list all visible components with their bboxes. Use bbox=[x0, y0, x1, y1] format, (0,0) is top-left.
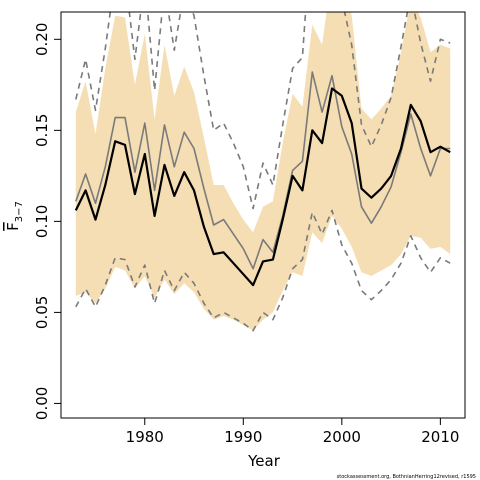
y-tick-label: 0.10 bbox=[33, 205, 51, 238]
y-tick-label: 0.05 bbox=[33, 296, 51, 329]
lower-dashed-line bbox=[75, 209, 451, 332]
confidence-band-layer bbox=[75, 12, 451, 331]
x-tick-label: 2010 bbox=[421, 428, 459, 446]
y-axis: 0.00 0.05 0.10 0.15 0.20 bbox=[33, 23, 61, 420]
y-axis-title: F3−7 bbox=[4, 201, 25, 231]
series-layer bbox=[74, 12, 451, 332]
estimate-line bbox=[74, 87, 451, 287]
x-tick-label: 1980 bbox=[126, 428, 164, 446]
y-axis-title-main: F bbox=[4, 222, 22, 231]
y-axis-title-sub: 3−7 bbox=[14, 201, 25, 222]
x-axis: 1980 1990 2000 2010 bbox=[126, 418, 459, 446]
plot-frame bbox=[60, 11, 466, 419]
confidence-band bbox=[75, 12, 451, 331]
estimate-line-grey bbox=[75, 71, 451, 270]
y-tick-label: 0.00 bbox=[33, 387, 51, 420]
upper-dashed-line bbox=[75, 12, 451, 210]
source-footnote: stockassessment.org, BothnianHerring12re… bbox=[337, 474, 476, 480]
x-axis-title: Year bbox=[247, 452, 281, 470]
y-tick-label: 0.20 bbox=[33, 23, 51, 56]
y-tick-label: 0.15 bbox=[33, 114, 51, 147]
x-tick-label: 2000 bbox=[323, 428, 361, 446]
x-tick-label: 1990 bbox=[224, 428, 262, 446]
